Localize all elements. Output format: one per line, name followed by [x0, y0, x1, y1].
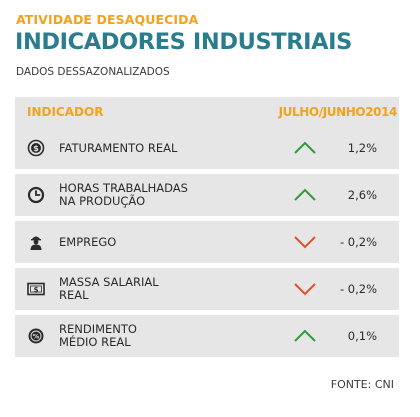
row-value: - 0,2%: [339, 282, 377, 296]
row-value: 0,1%: [347, 329, 377, 343]
arrow-up-icon: [293, 328, 317, 344]
page-title: INDICADORES INDUSTRIAIS: [15, 29, 352, 55]
row-label: HORAS TRABALHADAS NA PRODUÇÃO: [59, 181, 188, 208]
arrow-up-icon: [293, 140, 317, 156]
row-value: 2,6%: [347, 188, 377, 202]
arrow-down-icon: [293, 281, 317, 297]
column-header-indicador: INDICADOR: [27, 105, 104, 119]
row-label: RENDIMENTO MÉDIO REAL: [59, 322, 137, 349]
row-value: 1,2%: [347, 141, 377, 155]
table-header: INDICADOR JULHO/JUNHO2014: [15, 97, 399, 127]
arrow-up-icon: [293, 187, 317, 203]
table-row: % RENDIMENTO MÉDIO REAL 0,1%: [15, 315, 399, 357]
table-row: EMPREGO - 0,2%: [15, 221, 399, 263]
table-row: HORAS TRABALHADAS NA PRODUÇÃO 2,6%: [15, 174, 399, 216]
subtitle: DADOS DESSAZONALIZADOS: [16, 66, 170, 78]
column-header-period: JULHO/JUNHO2014: [278, 105, 398, 119]
svg-text:$: $: [33, 144, 39, 153]
dollar-coin-icon: $: [27, 139, 45, 157]
table-body: $ FATURAMENTO REAL 1,2% HORAS TRABALHADAS N…: [15, 127, 399, 357]
svg-text:$: $: [34, 286, 39, 294]
banknote-icon: $: [27, 280, 45, 298]
row-label: EMPREGO: [59, 235, 117, 249]
table-row: $ FATURAMENTO REAL 1,2%: [15, 127, 399, 169]
table-row: $ MASSA SALARIAL REAL - 0,2%: [15, 268, 399, 310]
worker-icon: [27, 233, 45, 251]
kicker: ATIVIDADE DESAQUECIDA: [16, 12, 199, 27]
row-label: MASSA SALARIAL REAL: [59, 275, 159, 302]
clock-icon: [27, 186, 45, 204]
row-value: - 0,2%: [339, 235, 377, 249]
arrow-down-icon: [293, 234, 317, 250]
svg-text:%: %: [33, 333, 40, 341]
percent-coin-icon: %: [27, 327, 45, 345]
indicators-table: INDICADOR JULHO/JUNHO2014 $ FATURAMENTO R…: [15, 97, 399, 357]
row-label: FATURAMENTO REAL: [59, 141, 178, 155]
source-note: FONTE: CNI: [330, 378, 394, 391]
